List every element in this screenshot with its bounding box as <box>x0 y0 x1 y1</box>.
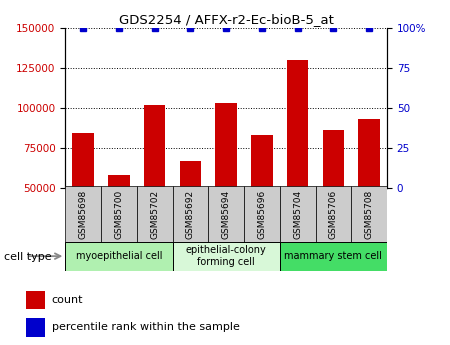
Bar <box>208 186 244 243</box>
Text: GSM85708: GSM85708 <box>364 190 373 239</box>
Bar <box>351 186 387 243</box>
Bar <box>108 175 130 268</box>
Title: GDS2254 / AFFX-r2-Ec-bioB-5_at: GDS2254 / AFFX-r2-Ec-bioB-5_at <box>119 13 333 27</box>
Text: myoepithelial cell: myoepithelial cell <box>76 251 162 261</box>
Text: GSM85700: GSM85700 <box>114 190 123 239</box>
Bar <box>137 186 172 243</box>
Bar <box>315 186 351 243</box>
Text: mammary stem cell: mammary stem cell <box>284 251 382 261</box>
Text: GSM85704: GSM85704 <box>293 190 302 239</box>
Bar <box>65 241 172 271</box>
Text: GSM85696: GSM85696 <box>257 190 266 239</box>
Text: GSM85694: GSM85694 <box>221 190 230 239</box>
Text: GSM85692: GSM85692 <box>186 190 195 239</box>
Bar <box>72 134 94 268</box>
Text: GSM85702: GSM85702 <box>150 190 159 239</box>
Text: count: count <box>52 295 83 305</box>
Text: GSM85698: GSM85698 <box>79 190 88 239</box>
Bar <box>287 60 308 268</box>
Bar <box>244 186 280 243</box>
Bar <box>216 103 237 268</box>
Bar <box>26 318 45 337</box>
Bar <box>26 290 45 309</box>
Bar <box>323 130 344 268</box>
Text: epithelial-colony
forming cell: epithelial-colony forming cell <box>186 245 266 267</box>
Text: GSM85706: GSM85706 <box>329 190 338 239</box>
Bar <box>172 186 208 243</box>
Text: cell type: cell type <box>4 252 52 262</box>
Bar <box>251 135 273 268</box>
Bar <box>280 186 315 243</box>
Bar <box>144 105 165 268</box>
Bar <box>172 241 280 271</box>
Text: percentile rank within the sample: percentile rank within the sample <box>52 323 239 333</box>
Bar <box>358 119 380 268</box>
Bar <box>180 161 201 268</box>
Bar <box>280 241 387 271</box>
Bar <box>101 186 137 243</box>
Bar <box>65 186 101 243</box>
